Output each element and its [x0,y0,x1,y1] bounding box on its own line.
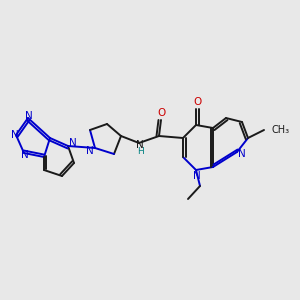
Text: N: N [136,140,144,150]
Text: N: N [69,138,77,148]
Text: CH₃: CH₃ [272,125,290,135]
Text: O: O [157,108,165,118]
Text: H: H [136,148,143,157]
Text: N: N [11,130,19,140]
Text: O: O [193,97,201,107]
Text: N: N [25,111,33,121]
Text: N: N [86,146,94,156]
Text: N: N [238,149,246,159]
Text: N: N [21,150,29,160]
Text: N: N [193,171,201,181]
